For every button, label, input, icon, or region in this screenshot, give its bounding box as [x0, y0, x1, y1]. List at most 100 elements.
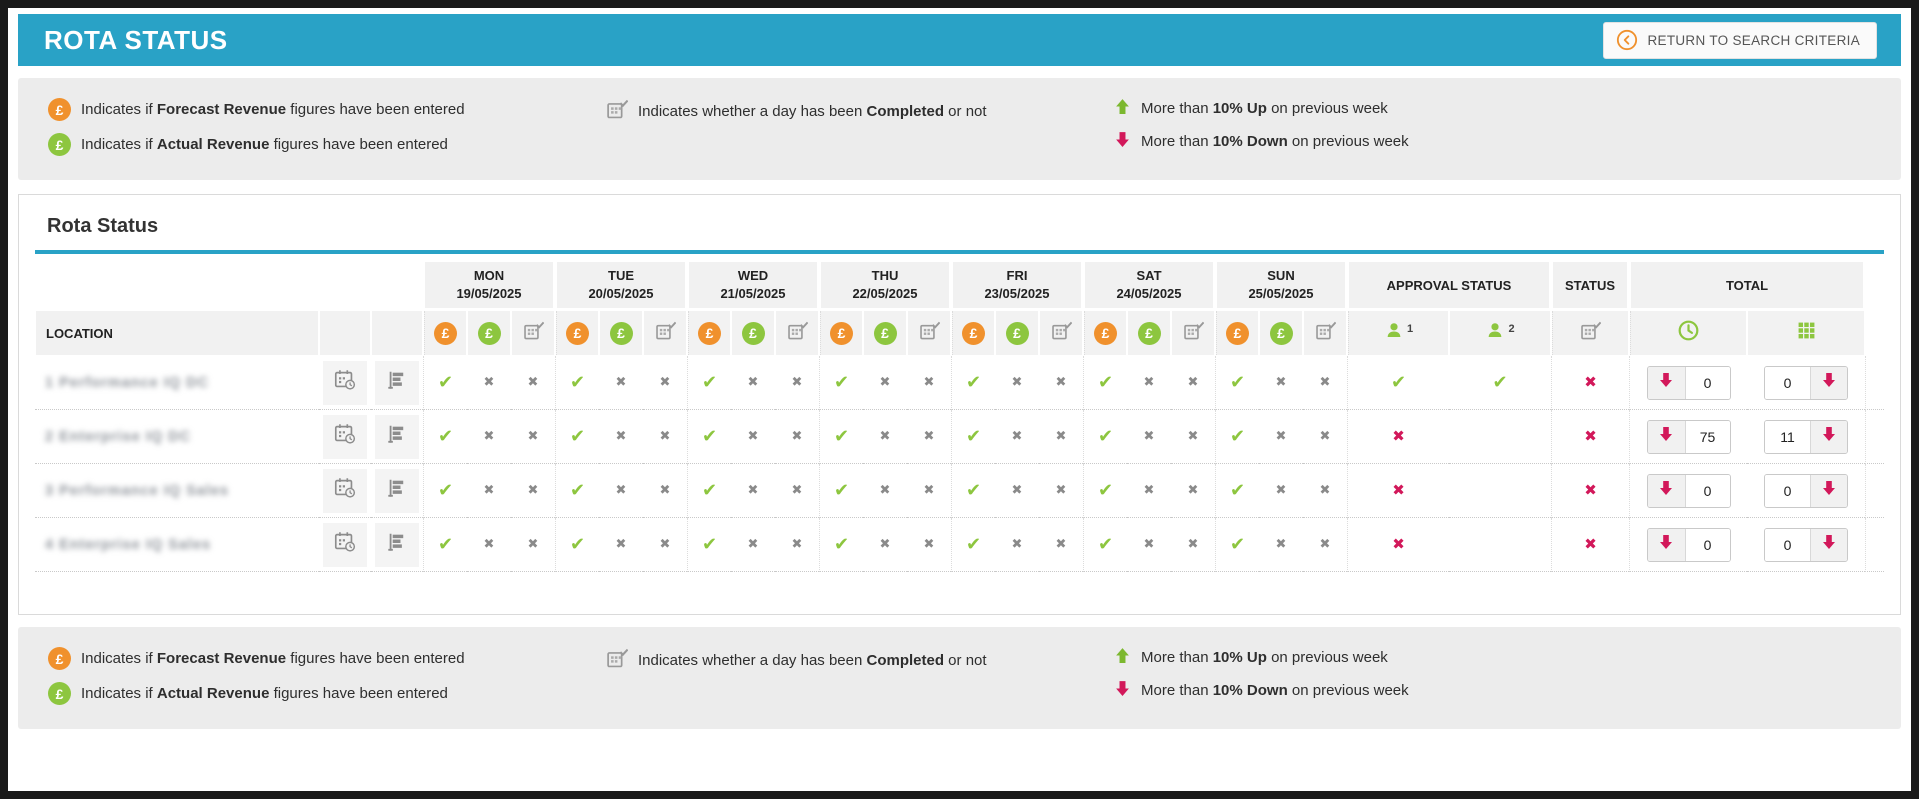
total-shifts-widget: 0	[1764, 473, 1848, 508]
forecast-mark: ✔	[951, 410, 995, 464]
actual-pound-icon: £	[609, 321, 633, 345]
completed-mark: ✖	[775, 464, 819, 518]
cross-icon: ✖	[923, 483, 935, 498]
location-label: 2 Enterprise IQ DC	[45, 428, 192, 445]
actual-mark: ✖	[1259, 356, 1303, 410]
forecast-mark: ✔	[555, 356, 599, 410]
cross-icon: ✖	[1392, 427, 1405, 445]
cross-icon: ✖	[1319, 429, 1331, 444]
cross-icon: ✖	[791, 537, 803, 552]
cross-icon: ✖	[879, 429, 891, 444]
completed-mark: ✖	[1039, 410, 1083, 464]
row-filler	[1865, 518, 1884, 572]
arrow-down-icon	[1658, 372, 1674, 393]
forecast-mark: ✔	[423, 356, 467, 410]
location-name: 2 Enterprise IQ DC	[35, 410, 319, 464]
forecast-pound-icon: £	[48, 647, 71, 670]
bar-chart-button[interactable]	[375, 468, 419, 513]
return-to-search-button[interactable]: RETURN TO SEARCH CRITERIA	[1603, 21, 1877, 59]
total-hours-widget: 0	[1646, 365, 1731, 400]
total-shifts-cell: 0	[1747, 464, 1865, 518]
actual-col-header: £	[732, 311, 774, 355]
approval-2-mark	[1449, 464, 1551, 518]
legend-up: More than 10% Up on previous week	[1114, 647, 1409, 668]
bar-chart-button[interactable]	[375, 414, 419, 459]
cross-icon: ✖	[1011, 537, 1023, 552]
cross-icon: ✖	[1143, 375, 1155, 390]
cross-icon: ✖	[791, 483, 803, 498]
page: ROTA STATUS RETURN TO SEARCH CRITERIA £ …	[8, 8, 1911, 791]
total-hours-cell: 0	[1629, 464, 1747, 518]
completed-mark: ✖	[643, 356, 687, 410]
panel-title-rule	[35, 250, 1884, 254]
total-hours-value: 0	[1684, 474, 1730, 507]
day-date: 22/05/2025	[852, 286, 918, 301]
legend-forecast: £ Indicates if Forecast Revenue figures …	[48, 98, 606, 121]
actual-mark: ✖	[467, 464, 511, 518]
day-name: THU	[871, 268, 899, 284]
forecast-col-header: £	[424, 311, 466, 355]
forecast-mark: ✔	[951, 464, 995, 518]
actual-pound-icon: £	[477, 321, 501, 345]
legend-down: More than 10% Down on previous week	[1114, 680, 1409, 701]
calendar-clock-button[interactable]	[323, 522, 367, 567]
open-rota-cell	[319, 464, 371, 518]
arrow-down-icon	[1658, 534, 1674, 555]
status-mark: ✖	[1551, 356, 1629, 410]
chevron-left-circle-icon	[1616, 29, 1638, 51]
bar-chart-button[interactable]	[375, 360, 419, 405]
completed-mark: ✖	[1171, 356, 1215, 410]
status-mark: ✖	[1551, 464, 1629, 518]
completed-col-header	[1304, 311, 1346, 355]
calendar-clock-button[interactable]	[323, 360, 367, 405]
cross-icon: ✖	[1584, 373, 1597, 391]
total-shifts-value: 11	[1765, 420, 1810, 453]
completed-mark: ✖	[1303, 410, 1347, 464]
page-title: ROTA STATUS	[44, 24, 228, 55]
calendar-check-icon	[655, 320, 676, 346]
check-icon: ✔	[965, 425, 982, 447]
status-header: STATUS	[1553, 262, 1627, 308]
cross-icon: ✖	[1319, 537, 1331, 552]
actual-mark: ✖	[467, 518, 511, 572]
actual-mark: ✖	[731, 356, 775, 410]
cross-icon: ✖	[1392, 481, 1405, 499]
forecast-pound-icon: £	[1226, 321, 1249, 345]
arrow-down-icon	[1821, 534, 1837, 555]
actual-mark: ✖	[467, 356, 511, 410]
total-hours-widget: 0	[1646, 527, 1731, 562]
cross-icon: ✖	[1055, 375, 1067, 390]
check-icon: ✔	[1229, 371, 1246, 393]
cross-icon: ✖	[1275, 429, 1287, 444]
cross-icon: ✖	[1143, 429, 1155, 444]
day-date: 20/05/2025	[588, 286, 654, 301]
check-icon: ✔	[701, 371, 718, 393]
check-icon: ✔	[965, 479, 982, 501]
bar-chart-button[interactable]	[375, 522, 419, 567]
chart-icon-col-header	[372, 311, 422, 355]
location-name: 1 Performance IQ DC	[35, 356, 319, 410]
approval-2-mark	[1449, 410, 1551, 464]
rota-table: MON 19/05/2025 TUE 20/05/2025 WED 21/05/2025 T…	[35, 260, 1884, 572]
forecast-mark: ✔	[951, 356, 995, 410]
day-header-sat: SAT 24/05/2025	[1085, 262, 1213, 308]
actual-mark: ✖	[599, 518, 643, 572]
check-icon: ✔	[1492, 371, 1508, 393]
rota-status-panel: Rota Status MON 19/05/2025 TUE 20/05/2025 WE…	[18, 194, 1901, 615]
actual-mark: ✖	[863, 410, 907, 464]
legend-actual: £ Indicates if Actual Revenue figures ha…	[48, 133, 606, 156]
calendar-clock-button[interactable]	[323, 468, 367, 513]
bar-chart-icon	[386, 423, 408, 450]
total-hours-widget: 75	[1646, 419, 1731, 454]
calendar-clock-button[interactable]	[323, 414, 367, 459]
total-hours-cell: 75	[1629, 410, 1747, 464]
row-filler	[1865, 356, 1884, 410]
open-chart-cell	[371, 410, 423, 464]
completed-mark: ✖	[1303, 464, 1347, 518]
cross-icon: ✖	[1319, 375, 1331, 390]
completed-mark: ✖	[775, 518, 819, 572]
calendar-check-icon	[523, 320, 544, 346]
cross-icon: ✖	[747, 429, 759, 444]
check-icon: ✔	[701, 425, 718, 447]
cross-icon: ✖	[879, 537, 891, 552]
